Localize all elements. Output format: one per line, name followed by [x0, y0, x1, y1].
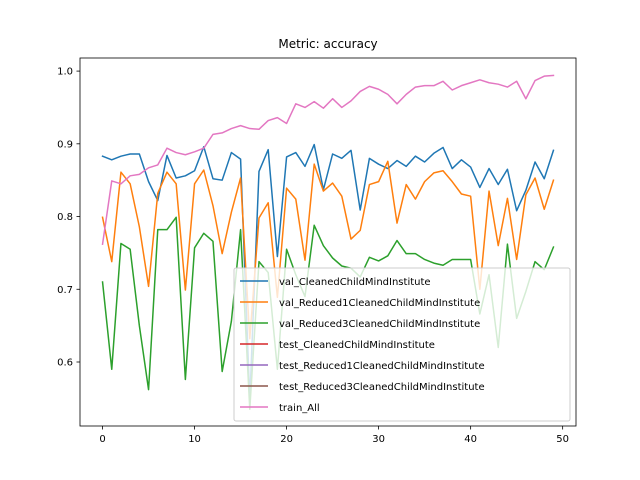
legend-box	[233, 267, 571, 422]
series-line-6	[101, 74, 555, 246]
y-tick-label-2: 0.8	[57, 212, 73, 223]
legend-label-0: val_CleanedChildMindInstitute	[279, 277, 431, 288]
legend-label-1: val_Reduced1CleanedChildMindInstitute	[279, 298, 480, 309]
chart-title: Metric: accuracy	[278, 37, 377, 51]
y-tick-label-3: 0.9	[57, 139, 73, 150]
legend: val_CleanedChildMindInstitute val_Reduced…	[233, 267, 571, 422]
legend-label-5: test_Reduced3CleanedChildMindInstitute	[279, 382, 485, 393]
legend-label-6: train_All	[279, 403, 320, 414]
x-tick-label-4: 40	[464, 434, 477, 445]
series-line-0	[101, 143, 555, 401]
x-tick-label-2: 20	[280, 434, 293, 445]
x-tick-label-1: 10	[188, 434, 201, 445]
legend-label-4: test_Reduced1CleanedChildMindInstitute	[279, 361, 485, 372]
axes-frame	[79, 57, 577, 427]
x-tick-label-0: 0	[99, 434, 105, 445]
y-tick-label-1: 0.7	[57, 285, 73, 296]
legend-label-3: test_CleanedChildMindInstitute	[279, 340, 435, 351]
axes-layer: 0 10 20 30 40 50 0.6 0.7 0.8 0.9 1.0	[57, 57, 577, 445]
y-tick-label-0: 0.6	[57, 358, 73, 369]
y-tick-label-4: 1.0	[57, 67, 73, 78]
x-tick-label-3: 30	[372, 434, 385, 445]
legend-label-2: val_Reduced3CleanedChildMindInstitute	[279, 319, 480, 330]
x-tick-label-5: 50	[556, 434, 569, 445]
